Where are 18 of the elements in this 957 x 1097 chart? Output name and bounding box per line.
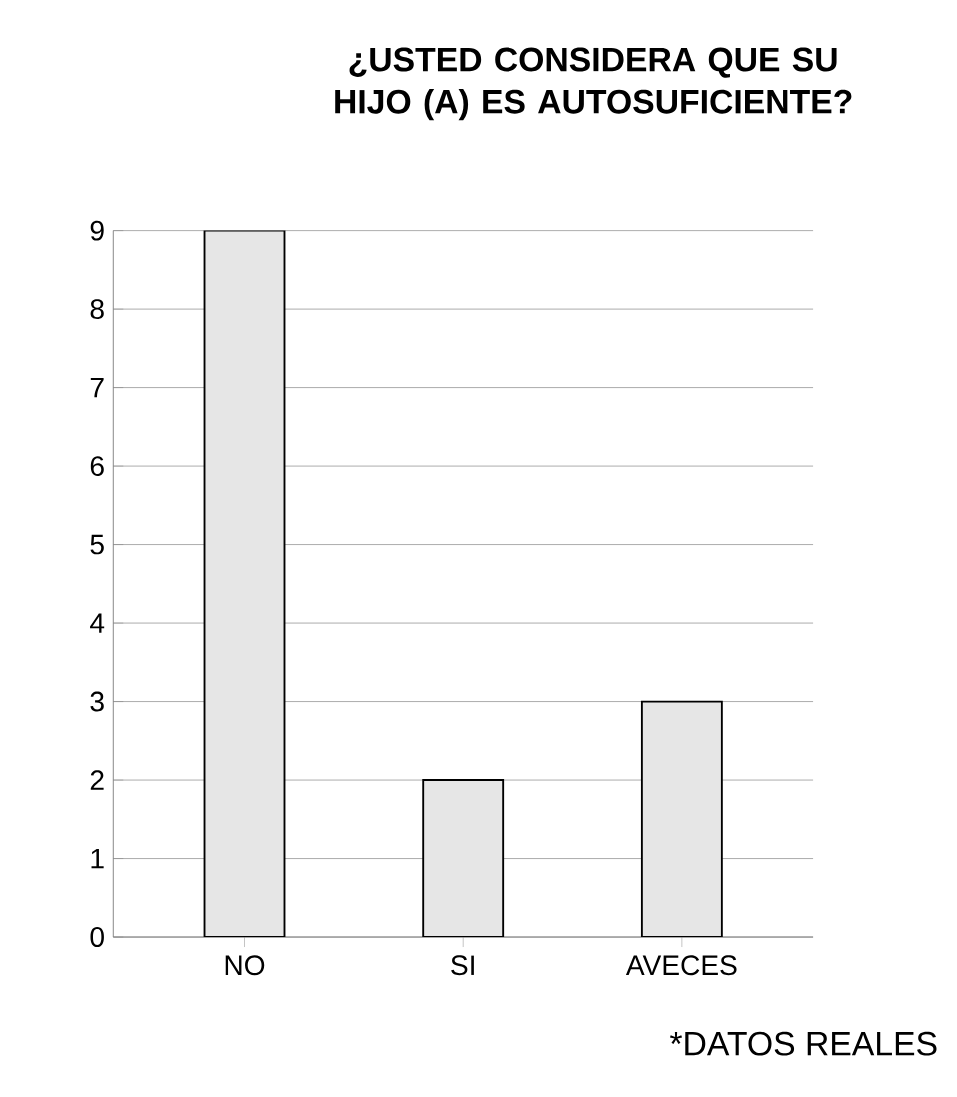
bar (422, 779, 505, 938)
bar (203, 230, 286, 938)
x-tick-label: SI (451, 955, 474, 976)
y-tick-label: 9 (90, 220, 104, 241)
y-tick-label: 3 (90, 691, 104, 712)
x-tick-label: AVECES (625, 955, 737, 976)
y-tick-label: 1 (91, 848, 104, 869)
text: *DATOS REALES (669, 1031, 937, 1056)
y-tick-label: 4 (90, 613, 105, 633)
y-tick-label: 5 (90, 534, 104, 555)
chart-title: ¿USTED CONSIDERA QUE SU HIJO (A) ES AUTOSUFICIENTE? (335, 47, 852, 121)
y-tick-label: 8 (90, 299, 104, 320)
y-tick-label: 7 (90, 377, 104, 398)
bar (640, 700, 723, 938)
y-tick-label: 6 (90, 456, 104, 477)
x-tick-label: NO (225, 955, 265, 976)
y-tick-label: 2 (90, 770, 104, 790)
y-tick-label: 0 (90, 927, 104, 947)
